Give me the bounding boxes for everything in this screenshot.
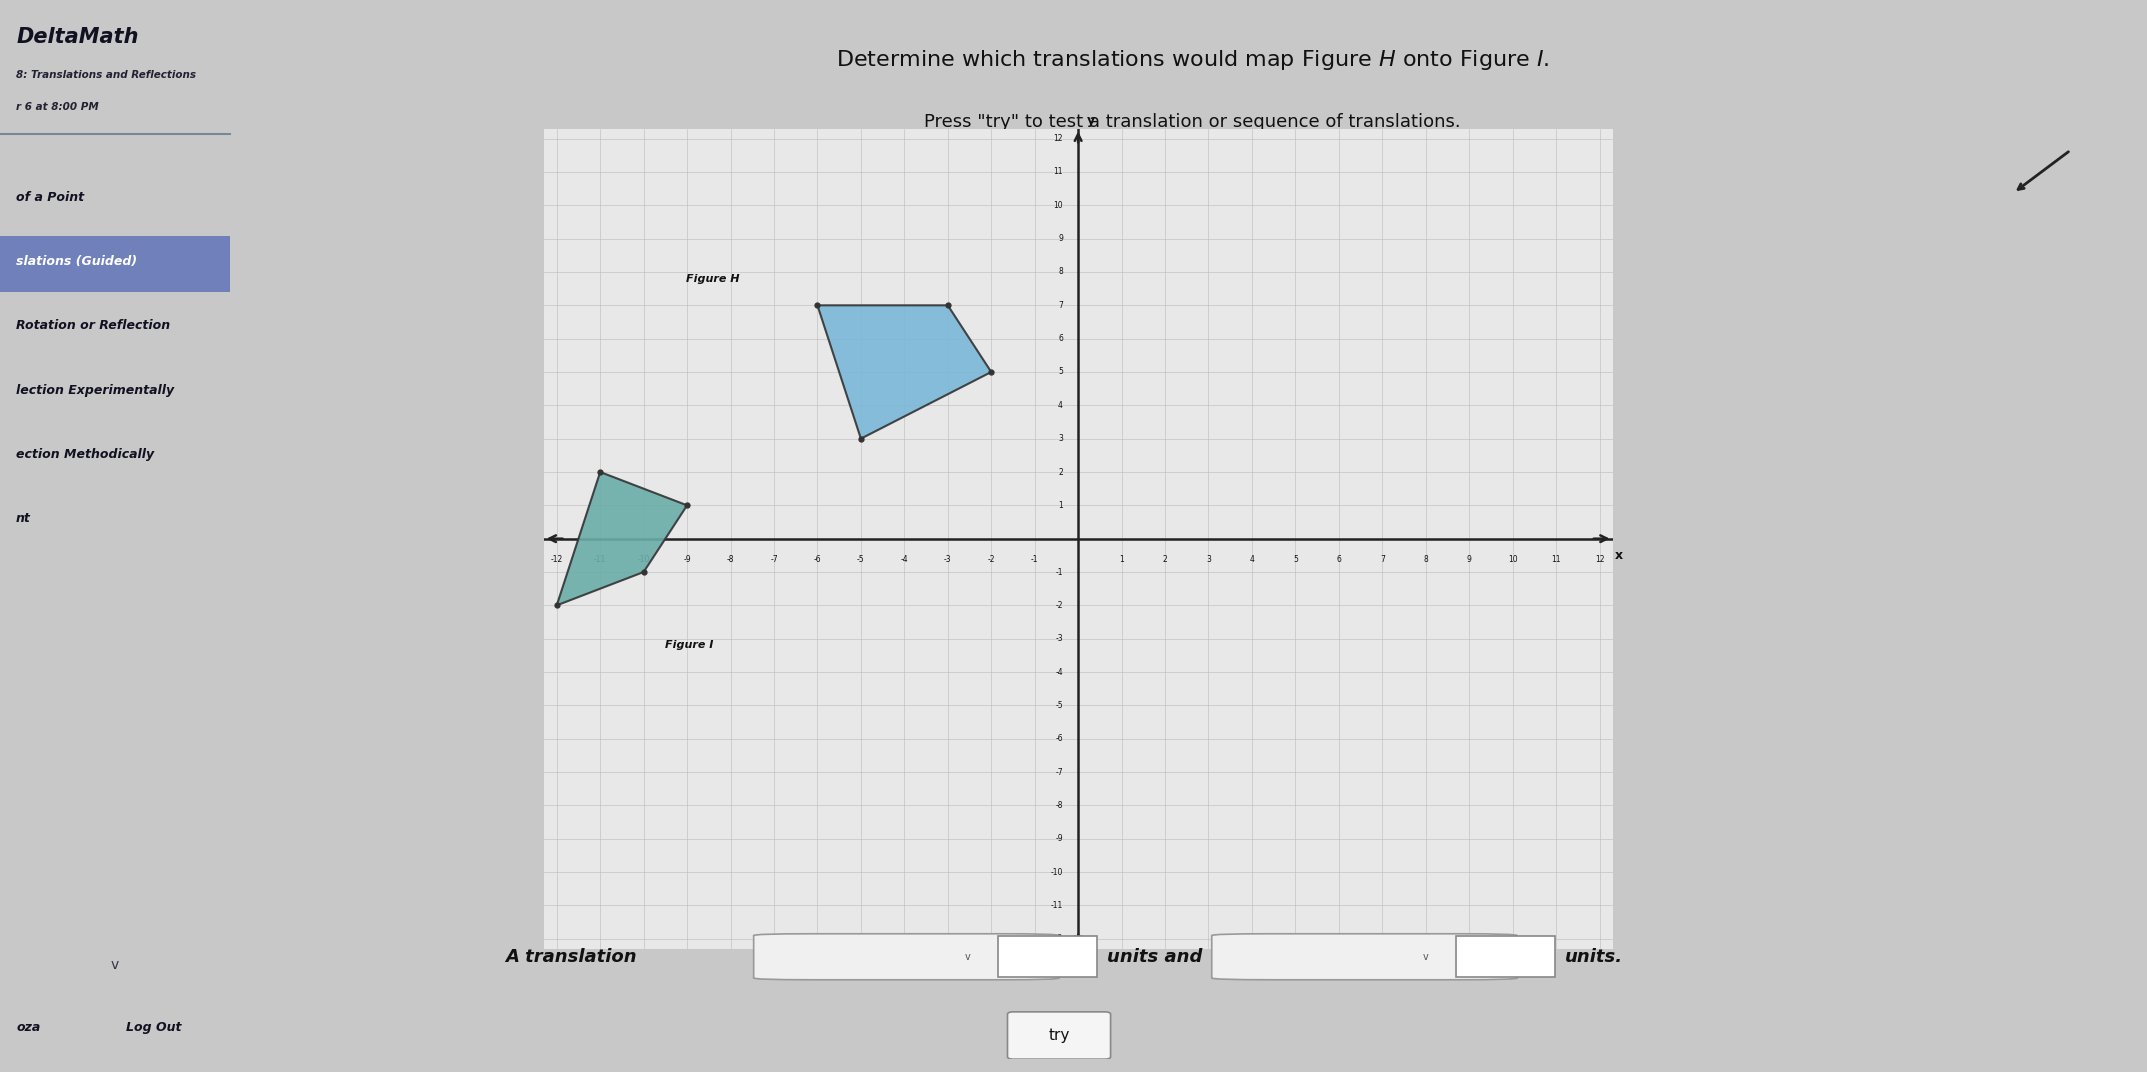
Text: -11: -11	[595, 555, 605, 564]
Text: nt: nt	[15, 512, 30, 525]
FancyBboxPatch shape	[1211, 934, 1518, 980]
FancyBboxPatch shape	[998, 936, 1097, 978]
Polygon shape	[556, 472, 687, 606]
Text: -2: -2	[1056, 600, 1063, 610]
Text: v: v	[964, 952, 970, 962]
Text: -3: -3	[1056, 635, 1063, 643]
Text: of a Point: of a Point	[15, 191, 84, 204]
Text: -7: -7	[771, 555, 777, 564]
Text: Rotation or Reflection: Rotation or Reflection	[15, 319, 170, 332]
Text: y: y	[1086, 114, 1095, 126]
Text: 2: 2	[1058, 467, 1063, 477]
Text: -11: -11	[1050, 900, 1063, 910]
Text: 1: 1	[1119, 555, 1125, 564]
Text: 2: 2	[1164, 555, 1168, 564]
Text: -3: -3	[945, 555, 951, 564]
Text: -9: -9	[683, 555, 691, 564]
Text: -4: -4	[900, 555, 908, 564]
Text: v: v	[1423, 952, 1428, 962]
Text: 3: 3	[1207, 555, 1211, 564]
Text: 4: 4	[1250, 555, 1254, 564]
Text: 6: 6	[1335, 555, 1342, 564]
Text: -10: -10	[1050, 867, 1063, 877]
Text: 11: 11	[1054, 167, 1063, 177]
Text: try: try	[1048, 1028, 1069, 1042]
Text: -10: -10	[638, 555, 651, 564]
FancyBboxPatch shape	[754, 934, 1058, 980]
Text: -1: -1	[1031, 555, 1039, 564]
Text: 3: 3	[1058, 434, 1063, 443]
Text: -6: -6	[814, 555, 822, 564]
Text: 12: 12	[1595, 555, 1604, 564]
Text: oza: oza	[15, 1022, 41, 1034]
FancyBboxPatch shape	[1007, 1012, 1110, 1059]
Text: A translation: A translation	[505, 948, 638, 966]
Text: -9: -9	[1056, 834, 1063, 844]
Text: Figure H: Figure H	[685, 273, 739, 284]
Text: units and: units and	[1106, 948, 1202, 966]
Text: 10: 10	[1507, 555, 1518, 564]
Text: ection Methodically: ection Methodically	[15, 448, 155, 461]
Text: Log Out: Log Out	[127, 1022, 182, 1034]
Text: r 6 at 8:00 PM: r 6 at 8:00 PM	[15, 102, 99, 111]
Text: 6: 6	[1058, 334, 1063, 343]
Text: units.: units.	[1565, 948, 1623, 966]
Text: -5: -5	[1056, 701, 1063, 710]
Text: 10: 10	[1054, 200, 1063, 210]
Text: 12: 12	[1054, 134, 1063, 144]
Text: 7: 7	[1058, 301, 1063, 310]
Text: 8: 8	[1423, 555, 1428, 564]
Text: 8: 8	[1058, 268, 1063, 277]
Text: 9: 9	[1058, 234, 1063, 243]
Text: -12: -12	[550, 555, 563, 564]
Polygon shape	[818, 306, 992, 438]
Text: -2: -2	[988, 555, 994, 564]
Text: v: v	[112, 957, 118, 972]
Bar	[0, 236, 230, 292]
Text: -5: -5	[857, 555, 865, 564]
Text: slations (Guided): slations (Guided)	[15, 255, 137, 268]
Text: 8: Translations and Reflections: 8: Translations and Reflections	[15, 70, 195, 79]
Text: DeltaMath: DeltaMath	[15, 27, 140, 47]
Text: -6: -6	[1056, 734, 1063, 743]
Text: -1: -1	[1056, 567, 1063, 577]
Text: -7: -7	[1056, 768, 1063, 776]
Text: Figure I: Figure I	[666, 640, 713, 651]
Text: 5: 5	[1058, 368, 1063, 376]
Text: -4: -4	[1056, 668, 1063, 676]
Text: -12: -12	[1050, 934, 1063, 943]
Text: 1: 1	[1058, 501, 1063, 510]
Text: 9: 9	[1466, 555, 1471, 564]
Text: 11: 11	[1552, 555, 1561, 564]
Text: 7: 7	[1381, 555, 1385, 564]
Text: -8: -8	[728, 555, 734, 564]
Text: 5: 5	[1292, 555, 1297, 564]
Text: Determine which translations would map Figure $\mathit{H}$ onto Figure $\mathit{: Determine which translations would map F…	[835, 48, 1550, 72]
Text: -8: -8	[1056, 801, 1063, 809]
Text: x: x	[1615, 549, 1623, 562]
Text: Press "try" to test a translation or sequence of translations.: Press "try" to test a translation or seq…	[925, 113, 1460, 131]
Text: lection Experimentally: lection Experimentally	[15, 384, 174, 397]
FancyBboxPatch shape	[1456, 936, 1554, 978]
Text: 4: 4	[1058, 401, 1063, 410]
